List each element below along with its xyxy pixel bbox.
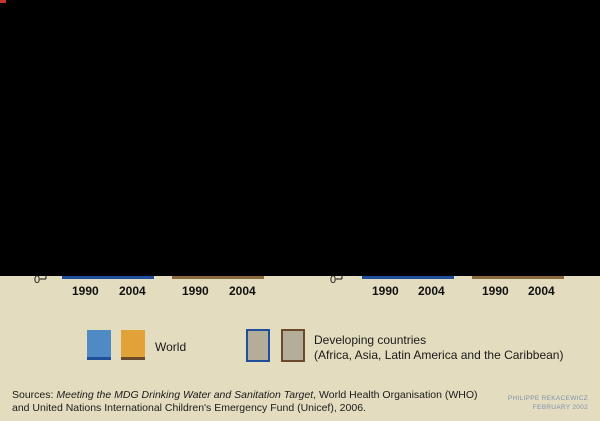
group-baseline-2: [172, 276, 264, 279]
x-tick-label: 1990: [372, 284, 399, 298]
group-baseline-4: [472, 276, 564, 279]
legend-swatch-developing-brown: [281, 329, 305, 362]
sources-line1: Sources: Meeting the MDG Drinking Water …: [12, 389, 478, 402]
x-tick-label: 1990: [482, 284, 509, 298]
sources-line2: and United Nations International Childre…: [12, 402, 366, 414]
credit: PHILIPPE REKACEWICZ FEBRUARY 2002: [508, 394, 588, 412]
x-tick-label: 2004: [528, 284, 555, 298]
group-baseline-3: [362, 276, 454, 279]
legend-label-developing-line1: Developing countries: [314, 333, 427, 347]
x-tick-label: 1990: [182, 284, 209, 298]
legend-swatch-developing-blue: [246, 329, 270, 362]
legend-swatch-world-blue: [87, 330, 111, 360]
sources-note: Sources: Meeting the MDG Drinking Water …: [12, 389, 478, 415]
group-baseline-1: [62, 276, 154, 279]
sources-rest: , World Health Organisation (WHO): [313, 389, 478, 401]
obscured-chart-region: [0, 0, 600, 276]
sources-title: Meeting the MDG Drinking Water and Sanit…: [56, 389, 314, 401]
sources-prefix: Sources:: [12, 389, 57, 401]
credit-author: PHILIPPE REKACEWICZ: [507, 395, 588, 402]
x-tick-label: 2004: [119, 284, 146, 298]
y-axis-zero-label-right: 0: [330, 274, 336, 286]
legend-swatch-world-orange: [121, 330, 145, 360]
x-tick-label: 2004: [229, 284, 256, 298]
y-axis-zero-label-left: 0: [34, 274, 40, 286]
legend-label-developing: Developing countries (Africa, Asia, Lati…: [314, 333, 563, 363]
legend-label-developing-line2: (Africa, Asia, Latin America and the Car…: [314, 348, 564, 362]
corner-mark: [0, 0, 6, 3]
legend-label-world: World: [155, 340, 187, 354]
credit-date: FEBRUARY 2002: [532, 404, 588, 411]
x-tick-label: 2004: [418, 284, 445, 298]
x-tick-label: 1990: [72, 284, 99, 298]
